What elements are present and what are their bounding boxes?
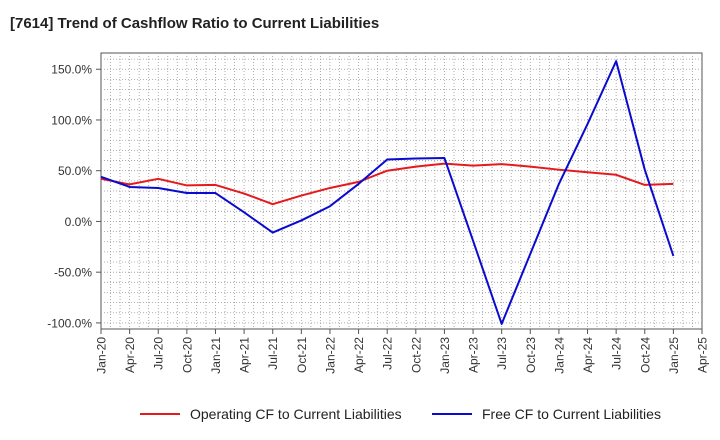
y-tick-label: 50.0% <box>58 164 92 178</box>
legend-item-free-cf: Free CF to Current Liabilities <box>432 404 661 424</box>
legend-label-free-cf: Free CF to Current Liabilities <box>482 406 661 422</box>
x-tick-label: Apr-21 <box>238 337 252 373</box>
x-tick-label: Jan-24 <box>552 337 566 374</box>
y-axis: 150.0% 100.0% 50.0% 0.0% -50.0% -100.0% <box>47 63 101 330</box>
x-tick-label: Jan-20 <box>95 337 109 374</box>
x-tick-label: Jan-22 <box>323 337 337 374</box>
y-tick-label: 150.0% <box>51 63 92 77</box>
y-tick-label: 100.0% <box>51 113 92 127</box>
x-tick-label: Jul-20 <box>152 337 166 370</box>
x-tick-label: Apr-22 <box>352 337 366 373</box>
series-line-free-cf <box>100 60 675 325</box>
y-tick-label: 0.0% <box>65 215 93 229</box>
x-tick-label: Jan-23 <box>438 337 452 374</box>
legend-label-operating-cf: Operating CF to Current Liabilities <box>190 406 402 422</box>
series-line-operating-cf <box>100 162 674 206</box>
x-tick-label: Oct-24 <box>638 337 652 373</box>
x-tick-label: Jul-24 <box>610 337 624 370</box>
y-tick-label: -100.0% <box>47 316 92 330</box>
x-tick-label: Apr-24 <box>581 337 595 373</box>
x-tick-label: Oct-23 <box>524 337 538 373</box>
x-tick-label: Oct-20 <box>180 337 194 373</box>
x-tick-label: Jul-23 <box>495 337 509 370</box>
legend-item-operating-cf: Operating CF to Current Liabilities <box>140 404 402 424</box>
series-lines <box>100 60 675 325</box>
x-tick-label: Jan-21 <box>209 337 223 374</box>
x-tick-label: Apr-25 <box>696 337 710 373</box>
y-tick-label: -50.0% <box>54 266 92 280</box>
x-tick-label: Apr-20 <box>123 337 137 373</box>
x-tick-label: Jul-21 <box>266 337 280 370</box>
chart-title: [7614] Trend of Cashflow Ratio to Curren… <box>10 15 380 32</box>
x-tick-label: Jul-22 <box>381 337 395 370</box>
x-tick-label: Oct-21 <box>295 337 309 373</box>
legend-swatch-free-cf <box>432 413 472 415</box>
x-tick-label: Oct-22 <box>409 337 423 373</box>
x-axis: Jan-20 Apr-20 Jul-20 Oct-20 Jan-21 Apr-21 Jul-… <box>95 329 710 374</box>
x-tick-label: Jan-25 <box>667 337 681 374</box>
x-tick-label: Apr-23 <box>467 337 481 373</box>
legend-swatch-operating-cf <box>140 413 180 415</box>
